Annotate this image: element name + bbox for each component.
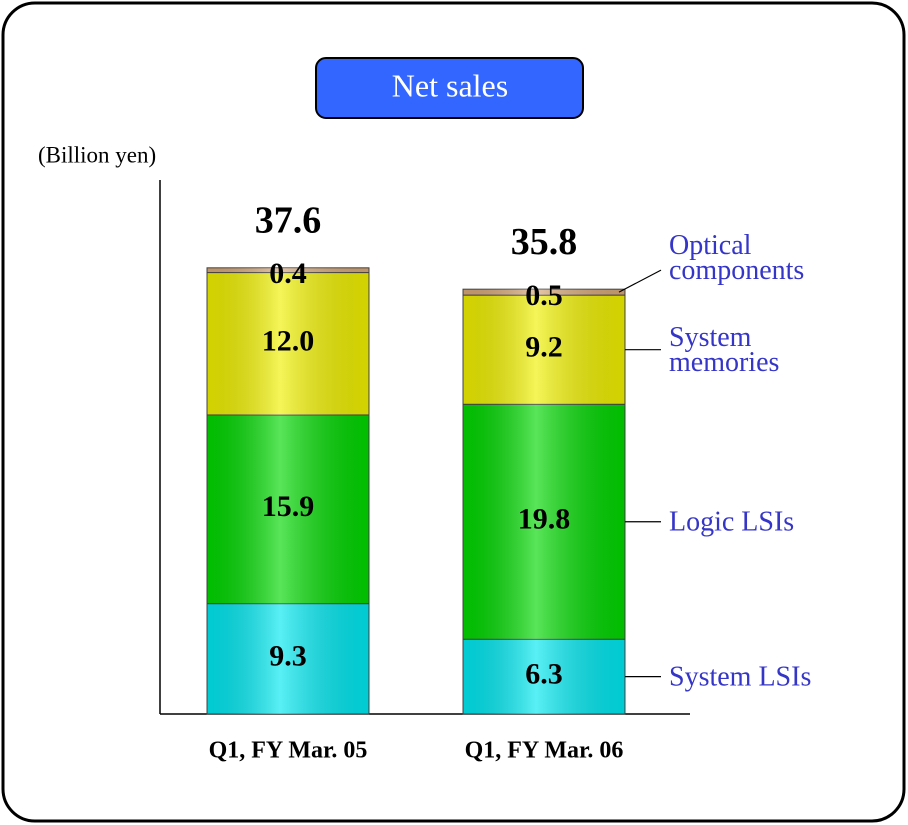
value-label: 12.0 (262, 325, 315, 358)
bar-shine (463, 639, 625, 714)
legend-label: Logic LSIs (669, 506, 795, 538)
x-tick-label: Q1, FY Mar. 06 (465, 738, 624, 764)
bar-shine (463, 404, 625, 640)
bar-shine (207, 272, 369, 415)
bar-shine (207, 603, 369, 714)
bar-shine (463, 289, 625, 296)
chart-title: Net sales (392, 67, 508, 103)
value-label: 0.4 (269, 257, 307, 290)
legend-label: System LSIs (669, 661, 812, 693)
title-box (315, 57, 584, 119)
legend-label: Optical components (669, 230, 805, 287)
bar-shine (463, 295, 625, 405)
value-label: 19.8 (518, 503, 571, 536)
value-label: 9.2 (525, 331, 563, 364)
total-label: 37.6 (255, 200, 322, 242)
legend-leader (618, 269, 662, 293)
bar-shine (207, 414, 369, 604)
total-label: 35.8 (511, 221, 578, 263)
value-label: 6.3 (525, 658, 563, 691)
value-label: 0.5 (525, 279, 563, 312)
y-axis-label: (Billion yen) (38, 142, 156, 167)
x-tick-label: Q1, FY Mar. 05 (209, 738, 368, 764)
value-label: 15.9 (262, 490, 315, 523)
legend-label: System memories (669, 321, 780, 378)
bar-shine (207, 267, 369, 273)
value-label: 9.3 (269, 640, 307, 673)
